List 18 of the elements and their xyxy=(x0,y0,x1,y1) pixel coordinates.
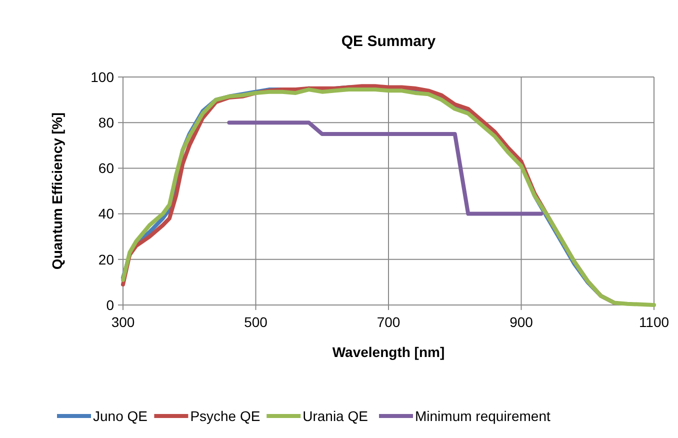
y-tick-label: 20 xyxy=(98,251,114,268)
y-tick-label: 100 xyxy=(90,68,114,85)
x-tick-label: 700 xyxy=(376,314,400,330)
x-tick-label: 300 xyxy=(111,314,135,330)
legend-label: Urania QE xyxy=(302,408,368,424)
x-axis-title: Wavelength [nm] xyxy=(332,344,445,360)
legend-label: Juno QE xyxy=(93,408,148,424)
legend-label: Minimum requirement xyxy=(415,408,550,424)
x-tick-label: 500 xyxy=(244,314,268,330)
legend-label: Psyche QE xyxy=(190,408,260,424)
x-tick-label: 1100 xyxy=(638,314,670,330)
y-tick-label: 0 xyxy=(106,296,114,313)
y-tick-label: 40 xyxy=(98,206,114,222)
y-tick-label: 80 xyxy=(98,114,114,130)
y-axis-title: Quantum Efficiency [%] xyxy=(49,112,65,270)
x-tick-label: 900 xyxy=(510,314,534,330)
chart-title: QE Summary xyxy=(341,33,436,50)
y-tick-label: 60 xyxy=(98,160,114,176)
